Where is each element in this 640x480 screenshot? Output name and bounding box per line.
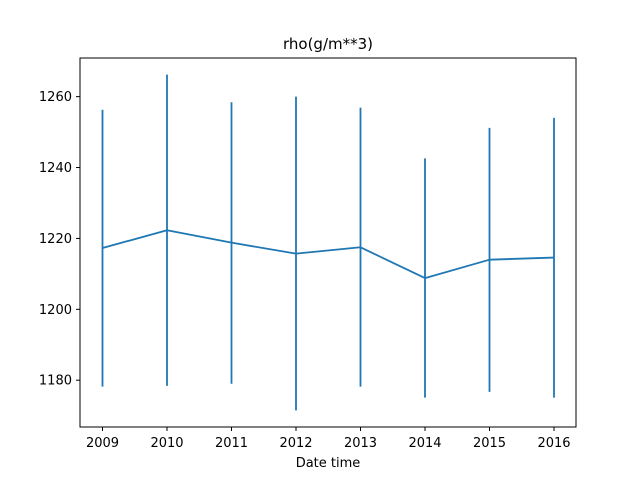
x-tick-label-2010: 2010: [150, 436, 183, 451]
x-tick-label-2013: 2013: [344, 436, 377, 451]
plot-frame: [79, 57, 577, 428]
y-axis: 1180 1200 1220 1240 1260: [39, 90, 80, 389]
y-tick-label-1180: 1180: [39, 374, 72, 389]
x-tick-label-2009: 2009: [86, 436, 119, 451]
x-tick-label-2015: 2015: [473, 436, 506, 451]
y-tick-label-1200: 1200: [39, 303, 72, 318]
series-line: [102, 229, 555, 280]
chart-title: rho(g/m**3): [283, 35, 373, 53]
x-tick-label-2016: 2016: [537, 436, 570, 451]
x-tick-label-2012: 2012: [279, 436, 312, 451]
series-line-group: [102, 229, 555, 280]
y-tick-label-1260: 1260: [39, 90, 72, 105]
x-tick-label-2014: 2014: [408, 436, 441, 451]
x-axis-label: Date time: [296, 456, 361, 471]
y-tick-label-1240: 1240: [39, 161, 72, 176]
x-axis: 2009 2010 2011 2012 2013 2014 2015 2016: [86, 427, 571, 451]
error-bars: [101, 74, 555, 411]
x-tick-label-2011: 2011: [215, 436, 248, 451]
y-tick-label-1220: 1220: [39, 232, 72, 247]
